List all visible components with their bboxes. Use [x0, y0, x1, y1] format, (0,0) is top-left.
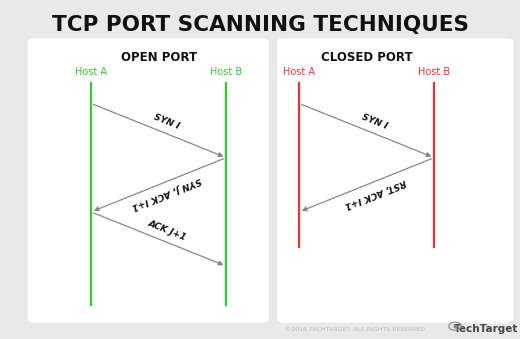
Text: Host A: Host A [75, 67, 107, 77]
Text: ©2016 TECHTARGET. ALL RIGHTS RESERVED.: ©2016 TECHTARGET. ALL RIGHTS RESERVED. [285, 327, 427, 332]
Text: Host A: Host A [283, 67, 315, 77]
Text: SYN I: SYN I [360, 113, 389, 131]
FancyBboxPatch shape [277, 38, 513, 323]
Text: SYN J, ACK I+1: SYN J, ACK I+1 [131, 176, 203, 212]
Text: RST, ACK I+1: RST, ACK I+1 [343, 177, 407, 210]
Text: SYN I: SYN I [152, 113, 181, 131]
Text: Host B: Host B [210, 67, 242, 77]
Text: ACK J+1: ACK J+1 [146, 219, 187, 242]
Text: TCP PORT SCANNING TECHNIQUES: TCP PORT SCANNING TECHNIQUES [51, 16, 469, 35]
Text: CLOSED PORT: CLOSED PORT [321, 51, 412, 64]
Text: TechTarget: TechTarget [454, 324, 518, 334]
Text: Host B: Host B [418, 67, 450, 77]
FancyBboxPatch shape [28, 38, 269, 323]
Text: OPEN PORT: OPEN PORT [121, 51, 197, 64]
